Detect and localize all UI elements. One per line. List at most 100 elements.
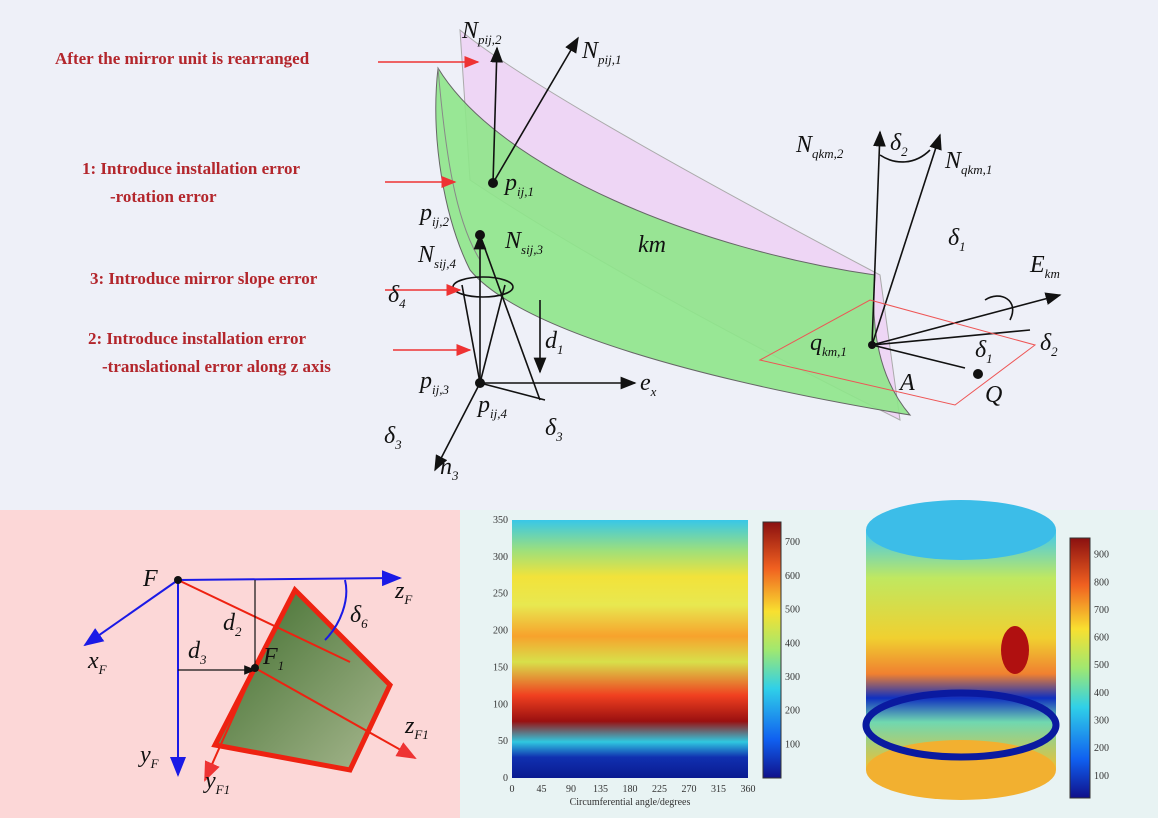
label-main: N xyxy=(461,18,480,44)
colorbar-tick-label: 700 xyxy=(785,537,800,548)
x-tick-label: 135 xyxy=(593,784,608,795)
label-sub: pij,2 xyxy=(477,32,502,47)
label: n3 xyxy=(440,454,459,483)
label-main: d xyxy=(223,610,236,636)
colorbar-tick-label: 100 xyxy=(1094,771,1109,782)
point xyxy=(488,178,498,188)
label-sub: 4 xyxy=(399,296,406,311)
label-sub: 6 xyxy=(361,616,368,631)
label-main: δ xyxy=(384,423,396,449)
label-sub: ij,3 xyxy=(432,382,449,397)
label-main: x xyxy=(87,648,99,674)
label-sub: 2 xyxy=(901,144,908,159)
label: δ6 xyxy=(350,602,368,631)
label: Nqkm,2 xyxy=(795,132,844,161)
label-sub: sij,3 xyxy=(521,242,544,257)
frustum xyxy=(83,570,417,782)
label: Nqkm,1 xyxy=(944,148,992,177)
label-main: km xyxy=(638,232,666,258)
label-sub: F xyxy=(150,756,160,771)
label: Q xyxy=(985,382,1002,408)
label-sub: ij,2 xyxy=(432,214,449,229)
colorbar-tick-label: 600 xyxy=(1094,633,1109,644)
label-sub: 1 xyxy=(557,342,564,357)
label-main: n xyxy=(440,454,452,480)
label-main: δ xyxy=(948,225,960,251)
point xyxy=(973,369,983,379)
colorbar xyxy=(762,521,782,779)
label-sub: F1 xyxy=(215,782,230,797)
label-main: N xyxy=(581,38,600,64)
label: δ3 xyxy=(545,415,563,444)
annotation: 1: Introduce installation error xyxy=(82,159,300,178)
label: δ2 xyxy=(890,130,908,159)
y-tick-label: 350 xyxy=(493,515,508,526)
label: Ekm xyxy=(1029,252,1060,281)
label-sub: 3 xyxy=(394,437,402,452)
colorbar-tick-label: 500 xyxy=(1094,660,1109,671)
x-tick-label: 90 xyxy=(566,784,576,795)
label-sub: 2 xyxy=(235,624,242,639)
label: F1 xyxy=(262,644,284,673)
label: pij,2 xyxy=(418,200,449,229)
label-sub: 1 xyxy=(986,351,993,366)
colorbar-tick-label: 400 xyxy=(785,638,800,649)
y-tick-label: 250 xyxy=(493,589,508,600)
point xyxy=(475,230,485,240)
x-tick-label: 225 xyxy=(652,784,667,795)
label-main: N xyxy=(944,148,963,174)
label-main: δ xyxy=(388,282,400,308)
colorbar xyxy=(1069,537,1091,799)
x-tick-label: 180 xyxy=(623,784,638,795)
label-sub: ij,4 xyxy=(490,406,507,421)
label-main: y xyxy=(138,742,151,768)
label-main: N xyxy=(417,242,436,268)
colorbar-tick-label: 500 xyxy=(785,605,800,616)
label: Nsij,4 xyxy=(417,242,457,271)
label-sub: 1 xyxy=(959,239,966,254)
annotation: -translational error along z axis xyxy=(102,357,331,376)
label: pij,1 xyxy=(503,170,534,199)
label-main: δ xyxy=(975,337,987,363)
label-sub: 1 xyxy=(278,658,285,673)
label-main: p xyxy=(503,170,517,196)
annotation-arrows xyxy=(378,56,480,356)
colorbar-tick-label: 200 xyxy=(1094,743,1109,754)
annotation: 3: Introduce mirror slope error xyxy=(90,269,318,288)
annotation: After the mirror unit is rearranged xyxy=(55,49,310,68)
colorbar-tick-label: 800 xyxy=(1094,577,1109,588)
label: A xyxy=(898,370,915,396)
label-sub: F xyxy=(98,662,108,677)
label: pij,3 xyxy=(418,368,449,397)
label-sub: sij,4 xyxy=(434,256,457,271)
label-main: d xyxy=(545,328,558,354)
label-sub: F1 xyxy=(413,727,428,742)
label: pij,4 xyxy=(476,392,507,421)
label-sub: km xyxy=(1045,266,1060,281)
label: δ1 xyxy=(948,225,966,254)
label: ex xyxy=(640,370,657,399)
label-main: δ xyxy=(350,602,362,628)
label-main: δ xyxy=(545,415,557,441)
annotation: -rotation error xyxy=(110,187,217,206)
label: δ1 xyxy=(975,337,993,366)
y-tick-label: 50 xyxy=(498,736,508,747)
label-sub: x xyxy=(650,384,657,399)
label-main: E xyxy=(1029,252,1045,278)
label-main: A xyxy=(898,370,915,396)
x-tick-label: 315 xyxy=(711,784,726,795)
label-main: z xyxy=(394,578,405,604)
label-main: N xyxy=(504,228,523,254)
y-tick-label: 300 xyxy=(493,552,508,563)
colorbar-tick-label: 300 xyxy=(785,672,800,683)
plane xyxy=(758,299,1037,406)
label: δ3 xyxy=(384,423,402,452)
label-main: F xyxy=(142,566,158,592)
left-panel xyxy=(0,510,460,818)
vectors xyxy=(434,36,1062,472)
label-main: p xyxy=(476,392,490,418)
label-main: z xyxy=(404,713,415,739)
label-main: y xyxy=(203,768,216,794)
